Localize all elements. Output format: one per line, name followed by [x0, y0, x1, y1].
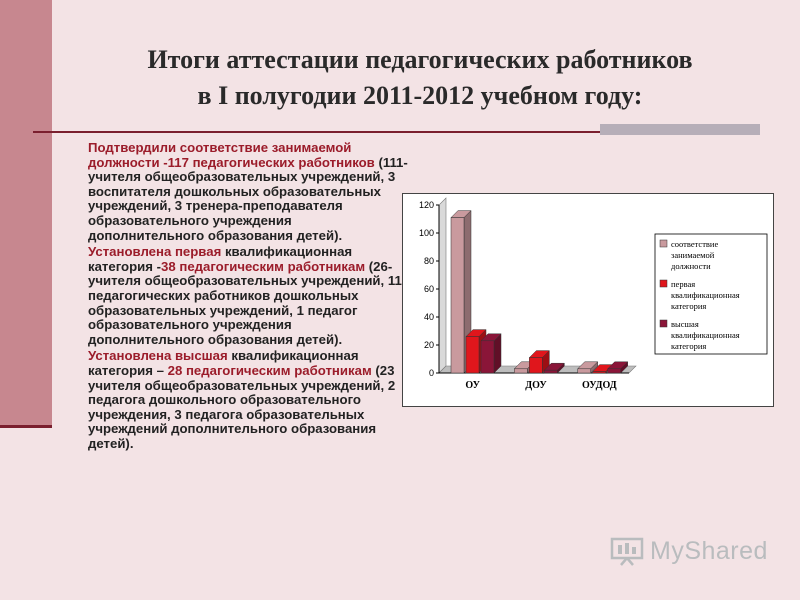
body-paragraph: Установлена первая квалификационная кате… [88, 244, 410, 347]
y-tick-label: 40 [424, 312, 434, 322]
highlight-text: 28 педагогическим работникам [167, 362, 372, 378]
body-text-segment: квалификационная категория - [88, 244, 353, 274]
highlight-text: Подтвердили соответствие занимаемой долж… [88, 140, 375, 170]
body-text-segment: квалификационная категория – [88, 348, 359, 378]
title-divider [33, 131, 760, 133]
body-text: Подтвердили соответствие занимаемой долж… [88, 140, 410, 453]
presentation-board-icon [610, 537, 644, 566]
body-text-segment: (26- учителя общеобразовательных учрежде… [88, 258, 402, 347]
highlight-text: Установлена первая [88, 244, 222, 260]
bar-chart: 0 20 40 60 80 100 120 ОУ ДОУ ОУДОД соответствие зан… [419, 197, 768, 391]
x-tick-label: ДОУ [525, 380, 547, 391]
body-text-segment: (23 учителя общеобразовательных учрежден… [88, 362, 396, 451]
left-accent-bar [0, 0, 52, 427]
bar [543, 362, 565, 374]
y-tick-label: 100 [419, 228, 434, 238]
slide-title: Итоги аттестации педагогических работник… [70, 42, 770, 114]
y-tick-label: 20 [424, 340, 434, 350]
legend-swatch [659, 319, 668, 328]
chart-side-wall [438, 197, 447, 374]
slide-title-line1: Итоги аттестации педагогических работник… [147, 45, 693, 74]
left-accent-line [0, 425, 52, 428]
y-tick-label: 0 [429, 368, 434, 378]
body-text-segment: (111- учителя общеобразовательных учрежд… [88, 154, 408, 243]
legend-label: первая квалификационная категория [671, 279, 740, 311]
watermark: MyShared [610, 536, 768, 566]
legend-swatch [659, 279, 668, 288]
legend-label: высшая квалификационная категория [671, 319, 740, 351]
chart-legend [654, 233, 768, 355]
watermark-text: MyShared [650, 536, 768, 565]
chart-frame: 0 20 40 60 80 100 120 ОУ ДОУ ОУДОД соответствие зан… [402, 193, 774, 407]
bar [480, 333, 502, 374]
slide-title-line2: в I полугодии 2011-2012 учебном году: [197, 81, 643, 110]
bar [528, 349, 550, 374]
y-tick-label: 120 [419, 200, 434, 210]
body-paragraph: Подтвердили соответствие занимаемой долж… [88, 140, 410, 243]
body-paragraph: Установлена высшая квалификационная кате… [88, 349, 410, 451]
x-tick-label: ОУДОД [582, 380, 617, 391]
bar [607, 361, 629, 374]
y-tick-label: 60 [424, 284, 434, 294]
title-decor-box [600, 124, 760, 135]
highlight-text: Установлена высшая [88, 348, 228, 364]
highlight-text: 38 педагогическим работникам [161, 258, 366, 274]
bar [577, 361, 599, 374]
legend-label: соответствие занимаемой должности [671, 239, 718, 271]
x-tick-label: ОУ [465, 380, 480, 391]
y-tick-label: 80 [424, 256, 434, 266]
legend-swatch [659, 239, 668, 248]
